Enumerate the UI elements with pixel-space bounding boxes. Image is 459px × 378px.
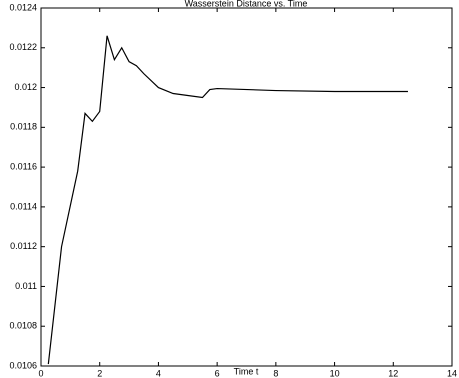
y-tick-label: 0.0112 bbox=[10, 241, 37, 251]
x-tick-label: 6 bbox=[215, 368, 220, 378]
y-tick-label: 0.0106 bbox=[9, 360, 37, 370]
x-tick-label: 10 bbox=[330, 368, 340, 378]
x-tick-label: 14 bbox=[447, 368, 457, 378]
y-tick-label: 0.0124 bbox=[9, 2, 37, 12]
y-tick-label: 0.0116 bbox=[10, 161, 37, 171]
x-tick-label: 2 bbox=[97, 368, 102, 378]
plot-frame bbox=[40, 7, 453, 367]
x-tick-label: 8 bbox=[273, 368, 278, 378]
x-tick-label: 0 bbox=[38, 368, 43, 378]
y-tick-label: 0.0122 bbox=[9, 42, 37, 52]
y-tick-label: 0.012 bbox=[14, 82, 37, 92]
data-line bbox=[47, 35, 408, 365]
x-tick-label: 4 bbox=[156, 368, 161, 378]
chart-title: Wasserstein Distance vs. Time bbox=[185, 0, 308, 8]
y-tick-label: 0.0114 bbox=[10, 201, 37, 211]
y-tick-label: 0.0118 bbox=[10, 122, 37, 132]
x-tick-label: 12 bbox=[388, 368, 398, 378]
y-tick-label: 0.0108 bbox=[9, 321, 37, 331]
y-tick-label: 0.011 bbox=[15, 281, 37, 291]
x-axis-label: Time t bbox=[234, 366, 259, 376]
